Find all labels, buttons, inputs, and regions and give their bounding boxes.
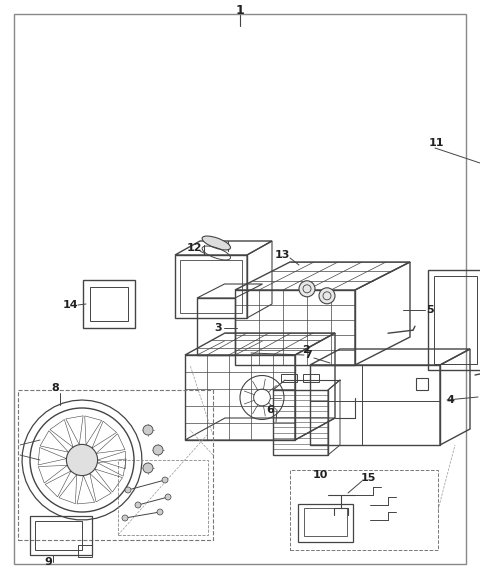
Circle shape (299, 281, 315, 297)
Text: 3: 3 (214, 323, 222, 333)
Text: 13: 13 (274, 250, 290, 260)
Circle shape (66, 444, 97, 476)
Text: 8: 8 (51, 383, 59, 393)
Text: 7: 7 (304, 350, 312, 360)
Bar (303, 374, 319, 382)
Text: 9: 9 (44, 557, 52, 567)
Text: 12: 12 (186, 243, 202, 253)
Circle shape (143, 425, 153, 435)
Text: 10: 10 (312, 470, 328, 480)
Bar (30, 516, 92, 555)
Bar (304, 508, 347, 536)
Text: 15: 15 (360, 473, 376, 483)
Circle shape (125, 487, 131, 493)
Text: 14: 14 (63, 300, 79, 310)
Ellipse shape (202, 236, 230, 250)
Bar (290, 470, 438, 550)
Circle shape (122, 515, 128, 521)
Circle shape (143, 463, 153, 473)
Circle shape (153, 445, 163, 455)
Text: 5: 5 (426, 305, 434, 315)
Text: 11: 11 (428, 138, 444, 148)
Text: 1: 1 (236, 3, 244, 17)
Bar (35, 521, 82, 550)
Circle shape (319, 288, 335, 304)
Circle shape (162, 477, 168, 483)
Text: 2: 2 (302, 345, 310, 355)
Bar (281, 374, 297, 382)
Bar (298, 504, 353, 542)
Circle shape (135, 502, 141, 508)
Text: 4: 4 (446, 395, 454, 405)
Bar (118, 460, 208, 535)
Bar (18, 390, 213, 540)
Circle shape (165, 494, 171, 500)
Text: 6: 6 (266, 405, 274, 415)
Bar (78, 545, 92, 557)
Circle shape (157, 509, 163, 515)
